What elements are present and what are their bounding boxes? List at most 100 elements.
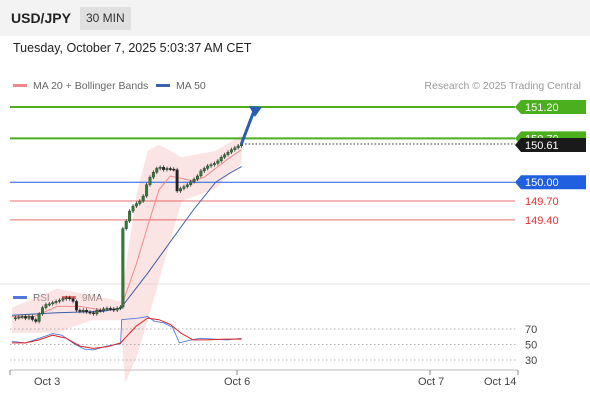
candle bbox=[219, 155, 223, 163]
candle bbox=[128, 209, 132, 223]
candle-body bbox=[20, 316, 24, 318]
candle-body bbox=[98, 309, 102, 312]
price-tag-label: 151.20 bbox=[525, 102, 559, 114]
candle bbox=[51, 300, 55, 306]
candle-body bbox=[51, 302, 55, 305]
candle-body bbox=[209, 164, 213, 167]
candle bbox=[75, 299, 78, 313]
rsi-panel: 70 50 30 bbox=[10, 316, 537, 367]
candle-body bbox=[102, 308, 106, 311]
rsi-level-label-30: 30 bbox=[525, 355, 537, 367]
candle-body bbox=[179, 188, 182, 192]
candle bbox=[61, 296, 65, 302]
price-tag-151-20: 151.20 bbox=[515, 100, 586, 114]
price-tag-box bbox=[515, 137, 586, 152]
candle-body bbox=[229, 149, 233, 153]
candle bbox=[131, 204, 135, 213]
candle-body bbox=[196, 175, 199, 180]
price-levels bbox=[10, 106, 515, 221]
candle-body bbox=[219, 157, 223, 162]
candle bbox=[233, 145, 237, 152]
price-tag-label: 149.40 bbox=[525, 215, 559, 227]
candle-body bbox=[158, 167, 162, 169]
candle bbox=[121, 226, 125, 309]
moving-averages bbox=[11, 149, 242, 317]
legend-rsi: RSI bbox=[13, 293, 50, 304]
candle-body bbox=[189, 181, 193, 185]
ma50-swatch bbox=[156, 83, 170, 87]
candle-body bbox=[24, 316, 28, 319]
timestamp: Tuesday, October 7, 2025 5:03:37 AM CET bbox=[13, 41, 252, 55]
candle-body bbox=[30, 316, 34, 320]
candle-body bbox=[115, 308, 119, 311]
legend-rsi-label: RSI bbox=[33, 293, 50, 304]
candle bbox=[229, 147, 233, 155]
candle bbox=[216, 159, 220, 166]
candle bbox=[115, 306, 119, 313]
ma20-swatch bbox=[13, 83, 27, 87]
candle-body bbox=[37, 313, 41, 322]
candle bbox=[58, 298, 61, 304]
candle-body bbox=[226, 151, 230, 155]
legend-ma50: MA 50 bbox=[156, 80, 206, 92]
candle bbox=[212, 161, 216, 167]
candle-body bbox=[182, 186, 186, 189]
price-tag-box bbox=[515, 175, 586, 190]
candle-body bbox=[78, 309, 82, 312]
candle bbox=[202, 166, 206, 173]
candle bbox=[151, 170, 155, 180]
candle-body bbox=[124, 220, 128, 229]
candle bbox=[88, 310, 92, 315]
candle bbox=[47, 301, 51, 307]
candle-body bbox=[206, 165, 210, 169]
candle bbox=[226, 150, 230, 157]
candle bbox=[223, 152, 227, 160]
candle-body bbox=[175, 169, 179, 192]
price-tag-150-00: 150.00 bbox=[515, 175, 586, 190]
candle bbox=[20, 314, 24, 319]
candle bbox=[192, 177, 196, 184]
candle bbox=[155, 166, 159, 175]
rsi-swatch bbox=[13, 295, 27, 299]
legend-ma20: MA 20 + Bollinger Bands bbox=[13, 80, 148, 92]
credit-text: Research © 2025 Trading Central bbox=[424, 80, 581, 92]
candle bbox=[189, 179, 193, 187]
candle bbox=[124, 219, 128, 231]
legend-rsi-ma-label: 9MA bbox=[82, 293, 103, 304]
ma20-line bbox=[12, 149, 242, 317]
candle-body bbox=[121, 228, 125, 308]
bollinger-bands bbox=[12, 135, 242, 383]
candle-body bbox=[119, 306, 123, 309]
candle-body bbox=[54, 301, 58, 303]
candle bbox=[185, 182, 189, 189]
timeframe-button[interactable]: 30 MIN bbox=[80, 7, 131, 30]
rsi-level-label-70: 70 bbox=[525, 324, 537, 336]
candle-body bbox=[88, 311, 92, 314]
candle bbox=[108, 306, 112, 311]
candle bbox=[24, 314, 28, 321]
candle bbox=[41, 305, 44, 316]
candle-body bbox=[64, 297, 68, 300]
candle bbox=[98, 308, 102, 313]
candle-body bbox=[81, 309, 85, 312]
candle-body bbox=[61, 298, 65, 301]
candle-body bbox=[233, 147, 237, 150]
candle bbox=[206, 164, 210, 171]
candle bbox=[71, 296, 75, 304]
rsi-ma-line bbox=[12, 317, 242, 349]
candle bbox=[13, 315, 17, 321]
price-tag-150-61: 150.61 bbox=[515, 137, 586, 152]
candle bbox=[27, 314, 31, 321]
candle-body bbox=[131, 205, 135, 212]
candle-body bbox=[17, 316, 21, 319]
candle bbox=[145, 182, 149, 198]
candle-body bbox=[236, 145, 240, 148]
candle-body bbox=[34, 319, 38, 322]
candle-body bbox=[128, 210, 132, 222]
price-tag-149-70: 149.70 bbox=[525, 196, 559, 208]
arrow-shaft bbox=[240, 109, 256, 145]
candle bbox=[34, 317, 38, 324]
candle-body bbox=[71, 298, 75, 302]
legend-rsi-ma: 9MA bbox=[62, 293, 103, 304]
